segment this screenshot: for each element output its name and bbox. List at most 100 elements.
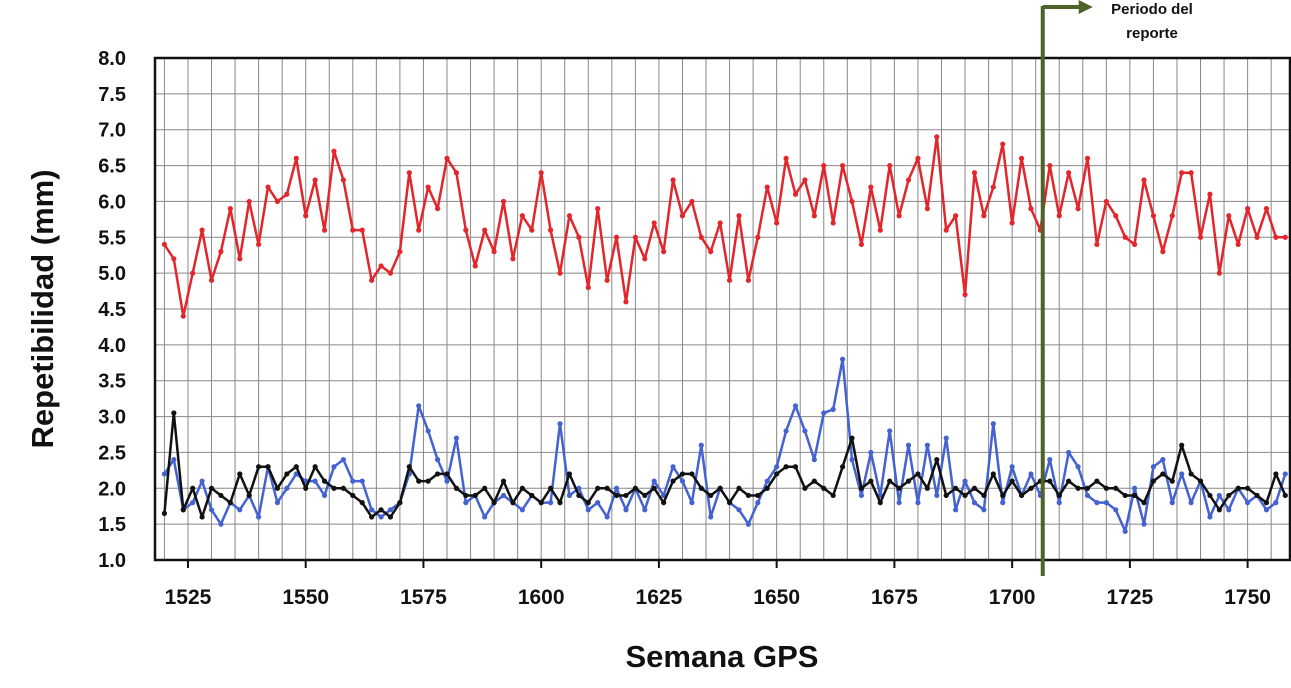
data-point	[745, 277, 752, 283]
data-point	[1066, 170, 1072, 176]
data-point	[529, 492, 535, 499]
data-point	[256, 514, 262, 520]
data-point	[1028, 206, 1034, 212]
data-point	[406, 464, 412, 470]
data-point	[1254, 492, 1260, 499]
data-point	[1141, 521, 1147, 527]
annotation-text: Periodo del	[1111, 1, 1193, 18]
data-point	[849, 198, 855, 205]
data-point	[802, 485, 808, 491]
data-point	[293, 464, 299, 470]
data-point	[821, 485, 827, 491]
data-point	[246, 198, 252, 205]
y-tick-label: 4.0	[98, 335, 126, 357]
data-point	[237, 507, 243, 513]
data-point	[463, 492, 469, 499]
data-point	[1235, 485, 1241, 491]
data-point	[698, 485, 704, 491]
data-point	[962, 492, 968, 499]
data-point	[905, 177, 912, 183]
data-point	[661, 249, 667, 255]
data-point	[180, 507, 186, 513]
data-point	[915, 471, 921, 477]
data-point	[905, 478, 912, 484]
data-point	[642, 492, 648, 499]
data-point	[161, 241, 168, 248]
data-point	[934, 134, 940, 140]
data-point	[858, 492, 865, 499]
data-point	[1282, 492, 1288, 499]
x-tick-label: 1600	[518, 586, 565, 609]
data-point	[774, 220, 780, 226]
y-tick-label: 1.5	[98, 514, 126, 536]
data-point	[943, 227, 949, 233]
y-tick-label: 7.0	[98, 120, 126, 142]
data-point	[821, 410, 827, 416]
data-point	[868, 449, 874, 456]
data-point	[1084, 485, 1091, 491]
data-point	[350, 478, 356, 484]
data-point	[190, 485, 196, 491]
data-point	[1245, 206, 1251, 212]
data-point	[896, 485, 902, 491]
data-point	[717, 220, 723, 226]
data-point	[990, 184, 996, 190]
data-point	[1028, 485, 1034, 491]
data-point	[1273, 500, 1279, 506]
data-point	[1188, 170, 1194, 176]
data-point	[792, 403, 799, 409]
data-point	[557, 421, 563, 427]
data-point	[482, 227, 488, 233]
data-point	[774, 471, 780, 477]
data-point	[764, 184, 770, 190]
data-point	[981, 507, 987, 513]
data-point	[1094, 478, 1100, 484]
data-point	[698, 234, 704, 240]
data-point	[1160, 249, 1166, 255]
data-point	[538, 500, 544, 506]
data-point	[708, 514, 714, 520]
data-point	[1084, 155, 1091, 161]
data-point	[595, 485, 601, 491]
data-point	[303, 485, 309, 491]
data-point	[642, 256, 648, 262]
data-point	[340, 457, 346, 463]
data-point	[331, 485, 337, 491]
data-point	[482, 485, 488, 491]
data-point	[821, 162, 827, 169]
data-point	[905, 442, 912, 448]
data-point	[1263, 500, 1270, 506]
data-point	[500, 198, 507, 205]
data-point	[604, 514, 610, 520]
data-point	[783, 155, 789, 161]
data-point	[849, 457, 855, 463]
data-point	[444, 155, 450, 161]
data-point	[1188, 500, 1194, 506]
data-point	[444, 478, 450, 484]
x-tick-label: 1700	[989, 586, 1036, 609]
data-point	[981, 492, 987, 499]
data-point	[1000, 141, 1006, 147]
data-point	[792, 191, 799, 197]
data-point	[877, 227, 883, 233]
data-point	[943, 492, 949, 499]
data-point	[350, 227, 356, 233]
data-point	[576, 492, 582, 499]
data-point	[1197, 478, 1204, 484]
data-point	[604, 485, 610, 491]
data-point	[1207, 191, 1213, 197]
data-point	[736, 213, 742, 219]
data-point	[218, 492, 224, 499]
data-point	[1197, 234, 1204, 240]
data-point	[670, 177, 676, 183]
data-point	[708, 492, 714, 499]
data-point	[764, 485, 770, 491]
series-line	[163, 357, 1287, 533]
data-point	[1131, 485, 1138, 491]
data-point	[1122, 492, 1128, 499]
data-point	[199, 478, 205, 484]
data-point	[274, 485, 281, 491]
data-point	[369, 277, 375, 283]
data-point	[208, 485, 215, 491]
